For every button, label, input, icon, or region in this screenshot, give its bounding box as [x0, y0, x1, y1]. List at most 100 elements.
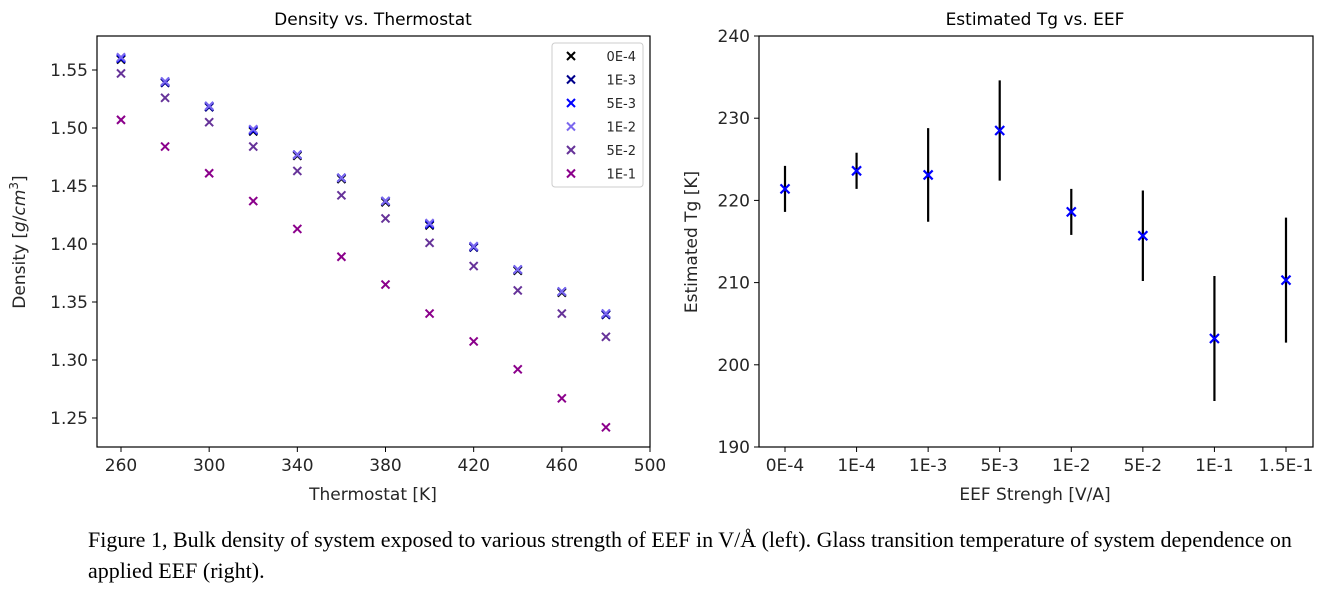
data-point — [248, 196, 258, 206]
tg-points — [779, 80, 1292, 401]
data-point — [380, 213, 391, 224]
data-point — [380, 196, 391, 206]
legend-label: 1E-2 — [607, 121, 636, 136]
data-point — [1209, 333, 1220, 344]
density-y-label: Density [g/cm3] — [7, 175, 30, 308]
data-point — [248, 124, 258, 134]
data-point — [292, 166, 303, 176]
density-x-axis: 260 300 340 380 420 460 500 — [105, 447, 666, 476]
legend-item: 5E-2 — [566, 144, 636, 159]
y-tick-label: 1.25 — [50, 409, 88, 429]
legend-item: 1E-3 — [566, 74, 636, 89]
legend-item: 0E-4 — [566, 50, 636, 65]
legend-label: 1E-3 — [607, 74, 636, 89]
tg-x-axis: 0E-4 1E-4 1E-3 5E-3 1E-2 5E-2 1E-1 1.5E-1 — [766, 447, 1313, 476]
y-tick-label: 1.50 — [50, 119, 88, 139]
x-tick-label: 1E-1 — [1195, 456, 1234, 476]
x-tick-label: 460 — [546, 456, 578, 476]
data-point — [424, 308, 435, 319]
data-point — [468, 336, 479, 347]
x-tick-label: 300 — [193, 456, 225, 476]
density-x-label: Thermostat [K] — [308, 485, 437, 505]
data-point — [204, 101, 214, 111]
y-tick-label: 1.40 — [50, 235, 88, 255]
tg-chart-title: Estimated Tg vs. EEF — [946, 10, 1125, 30]
y-tick-label: 1.35 — [50, 293, 88, 313]
data-point — [292, 149, 303, 160]
x-tick-label: 340 — [281, 456, 313, 476]
y-tick-label: 1.30 — [50, 351, 88, 371]
data-point — [513, 285, 523, 296]
data-point — [557, 286, 567, 297]
y-tick-label: 1.45 — [50, 177, 88, 197]
data-point — [116, 68, 126, 79]
data-point — [336, 190, 347, 200]
data-point — [160, 76, 170, 87]
data-point — [204, 168, 214, 178]
density-y-axis: 1.25 1.30 1.35 1.40 1.45 1.50 1.55 — [50, 61, 97, 429]
legend-marker — [566, 98, 576, 108]
density-plot-frame — [96, 35, 651, 448]
x-tick-label: 1E-2 — [1052, 456, 1091, 476]
legend-frame — [551, 42, 644, 188]
data-point — [557, 393, 567, 403]
data-point — [160, 93, 170, 103]
data-point — [1137, 230, 1149, 242]
data-point — [557, 308, 567, 319]
y-tick-label: 200 — [718, 356, 750, 376]
tg-chart: Estimated Tg vs. EEF 0E-4 1E-4 1E-3 5E-3 1E-… — [682, 10, 1314, 505]
series-1E-1 — [116, 115, 611, 432]
x-tick-label: 420 — [457, 456, 489, 476]
legend-marker — [566, 51, 576, 61]
legend-label: 0E-4 — [607, 50, 636, 65]
tg-y-axis: 190 200 210 220 230 240 — [718, 27, 759, 458]
legend-label: 5E-3 — [607, 97, 636, 112]
data-point — [922, 169, 934, 181]
x-tick-label: 5E-2 — [1124, 456, 1163, 476]
data-point — [1280, 274, 1292, 286]
data-point — [601, 308, 611, 319]
y-tick-label: 240 — [718, 27, 750, 47]
series-1E-3 — [116, 53, 611, 320]
y-tick-label: 190 — [718, 438, 750, 458]
y-tick-label: 230 — [718, 109, 750, 129]
tg-plot-frame — [758, 35, 1314, 448]
legend-item: 1E-2 — [566, 121, 636, 136]
x-tick-label: 1E-4 — [837, 456, 876, 476]
data-point — [468, 241, 479, 252]
legend-marker — [566, 74, 576, 85]
data-point — [851, 165, 862, 177]
x-tick-label: 0E-4 — [766, 456, 805, 476]
x-tick-label: 500 — [634, 456, 666, 476]
data-point — [601, 422, 611, 432]
tg-y-label: Estimated Tg [K] — [682, 171, 702, 313]
data-point — [116, 52, 126, 62]
data-point — [601, 332, 611, 342]
y-tick-label: 1.55 — [50, 61, 88, 81]
data-point — [513, 364, 523, 374]
data-point — [336, 252, 347, 262]
data-point — [204, 117, 214, 127]
x-tick-label: 380 — [369, 456, 401, 476]
figure-caption: Figure 1, Bulk density of system exposed… — [88, 527, 1292, 583]
tg-x-label: EEF Strengh [V/A] — [959, 485, 1110, 505]
figure-canvas: Density vs. Thermostat 260 300 340 380 420 46… — [7, 10, 1314, 505]
series-5E-2 — [116, 68, 611, 342]
data-point — [380, 279, 391, 290]
data-point — [336, 173, 347, 183]
legend-marker — [566, 168, 576, 179]
legend-marker — [566, 145, 576, 155]
series-0E-4 — [116, 54, 611, 320]
legend-label: 1E-1 — [607, 168, 636, 183]
density-legend: 0E-4 1E-3 5E-3 1E-2 5E-2 1E-1 — [551, 42, 644, 188]
data-point — [513, 264, 523, 275]
data-point — [424, 238, 435, 248]
data-point — [160, 141, 170, 152]
density-chart: Density vs. Thermostat 260 300 340 380 420 46… — [7, 10, 666, 505]
series-5E-3 — [116, 53, 611, 319]
y-tick-label: 220 — [718, 191, 750, 211]
legend-item: 1E-1 — [566, 168, 636, 183]
x-tick-label: 5E-3 — [980, 456, 1019, 476]
legend-item: 5E-3 — [566, 97, 636, 112]
legend-label: 5E-2 — [607, 144, 636, 159]
